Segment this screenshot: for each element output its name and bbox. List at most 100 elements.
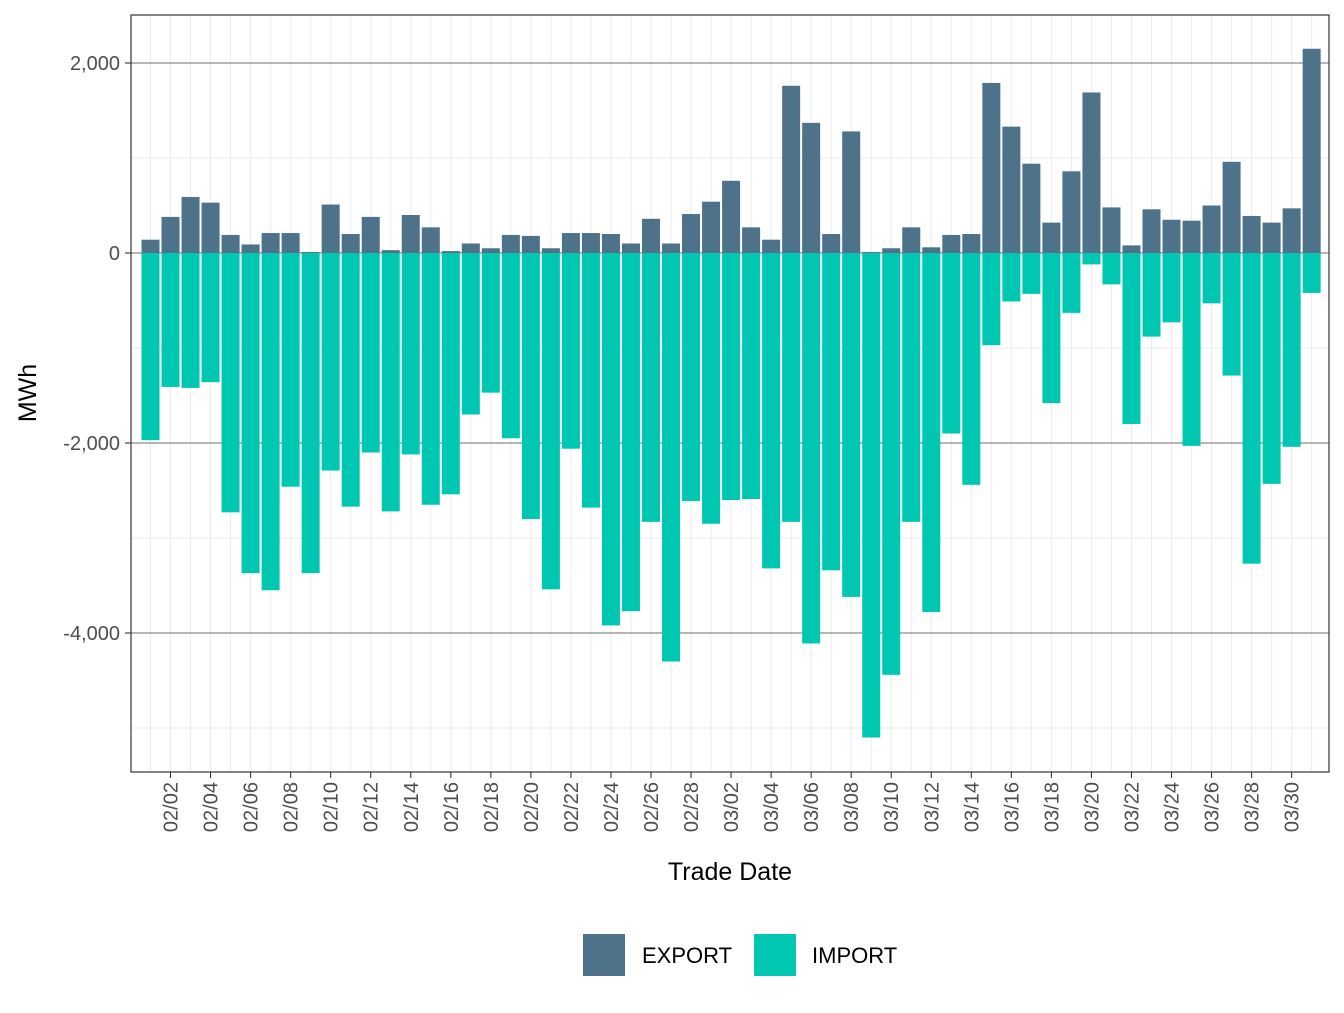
x-axis-title: Trade Date: [668, 858, 792, 886]
bar-export: [762, 239, 781, 253]
x-tick-label: 03/14: [961, 782, 983, 832]
bar-import: [702, 253, 721, 524]
bar-import: [662, 253, 681, 662]
bar-import: [541, 253, 560, 590]
y-tick-label: 0: [109, 243, 120, 265]
bar-import: [1002, 253, 1021, 302]
bar-import: [882, 253, 901, 675]
bar-export: [942, 234, 961, 253]
bar-export: [381, 250, 400, 253]
bar-import: [1182, 253, 1201, 446]
bar-export: [702, 201, 721, 253]
x-tick-label: 03/30: [1282, 782, 1304, 832]
bar-import: [341, 253, 360, 507]
x-tick-label: 02/28: [681, 782, 703, 832]
bar-import: [1282, 253, 1301, 447]
x-tick-label: 02/20: [521, 782, 543, 832]
bar-import: [241, 253, 260, 574]
panel-border: [130, 14, 1330, 773]
bar-export: [501, 234, 520, 253]
x-tick-label: 03/22: [1121, 782, 1143, 832]
bar-import: [982, 253, 1001, 346]
y-axis-title: MWh: [14, 364, 42, 422]
bar-import: [221, 253, 240, 513]
bar-export: [161, 216, 180, 253]
bar-export: [241, 244, 260, 253]
bar-export: [802, 122, 821, 253]
bar-import: [361, 253, 380, 453]
bar-export: [1002, 126, 1021, 253]
x-tick-label: 02/22: [561, 782, 583, 832]
bar-export: [321, 204, 340, 253]
bar-import: [181, 253, 200, 388]
bar-export: [982, 82, 1001, 253]
bar-export: [882, 248, 901, 253]
y-axis: 2,000 0 -2,000 -4,000: [63, 53, 131, 645]
bar-export: [902, 227, 921, 253]
y-tick-label: -4,000: [63, 623, 120, 645]
bar-export: [181, 196, 200, 253]
bar-export: [1142, 209, 1161, 253]
bar-export: [862, 252, 881, 253]
bar-import: [561, 253, 580, 449]
bar-export: [201, 202, 220, 253]
x-tick-label: 02/12: [361, 782, 383, 832]
bar-import: [1062, 253, 1081, 313]
bar-import: [581, 253, 600, 508]
bar-import: [642, 253, 660, 522]
bar-export: [1162, 219, 1181, 253]
bar-import: [1202, 253, 1221, 304]
bar-import: [962, 253, 981, 485]
bar-export: [221, 234, 240, 253]
bar-import: [261, 253, 280, 591]
bar-import: [1122, 253, 1141, 424]
x-tick-label: 02/18: [481, 782, 503, 832]
bar-export: [541, 248, 560, 253]
bar-export: [301, 252, 320, 253]
legend-label-import: IMPORT: [812, 943, 897, 968]
bar-import: [201, 253, 220, 383]
legend-key-export: [583, 934, 625, 976]
x-tick-label: 02/06: [241, 782, 263, 832]
bar-export: [1082, 92, 1101, 253]
bar-import: [481, 253, 500, 393]
x-tick-label: 03/24: [1162, 782, 1184, 832]
bar-export: [1302, 48, 1321, 253]
bar-export: [261, 233, 280, 253]
bar-import: [802, 253, 821, 644]
bar-import: [141, 253, 160, 441]
bar-import: [1222, 253, 1241, 376]
x-axis: 02/02 02/04 02/06 02/08 02/10 02/12 02/14 02/16…: [161, 772, 1304, 832]
bar-export: [1122, 245, 1141, 253]
bar-export: [842, 131, 861, 253]
x-tick-label: 02/26: [641, 782, 663, 832]
x-tick-label: 02/08: [281, 782, 303, 832]
bar-import: [1042, 253, 1061, 404]
bar-export: [1022, 163, 1041, 253]
bar-import: [1262, 253, 1281, 484]
y-tick-label: 2,000: [70, 53, 120, 75]
bar-import: [722, 253, 741, 500]
x-tick-label: 03/10: [881, 782, 903, 832]
bar-export: [441, 251, 460, 253]
bar-import: [601, 253, 620, 626]
bar-export: [361, 216, 380, 253]
legend-key-import: [754, 934, 796, 976]
bar-export: [1202, 205, 1221, 253]
bar-import: [321, 253, 340, 471]
bar-export: [461, 243, 480, 253]
x-tick-label: 02/14: [401, 782, 423, 832]
bar-import: [441, 253, 460, 495]
bar-import: [682, 253, 701, 501]
bar-export: [561, 233, 580, 253]
bar-export: [281, 233, 300, 253]
bar-import: [822, 253, 841, 571]
bar-import: [742, 253, 761, 500]
x-tick-label: 03/02: [721, 782, 743, 832]
bar-export: [581, 233, 600, 253]
bar-import: [942, 253, 961, 434]
bar-import: [862, 253, 881, 738]
x-tick-label: 03/06: [801, 782, 823, 832]
